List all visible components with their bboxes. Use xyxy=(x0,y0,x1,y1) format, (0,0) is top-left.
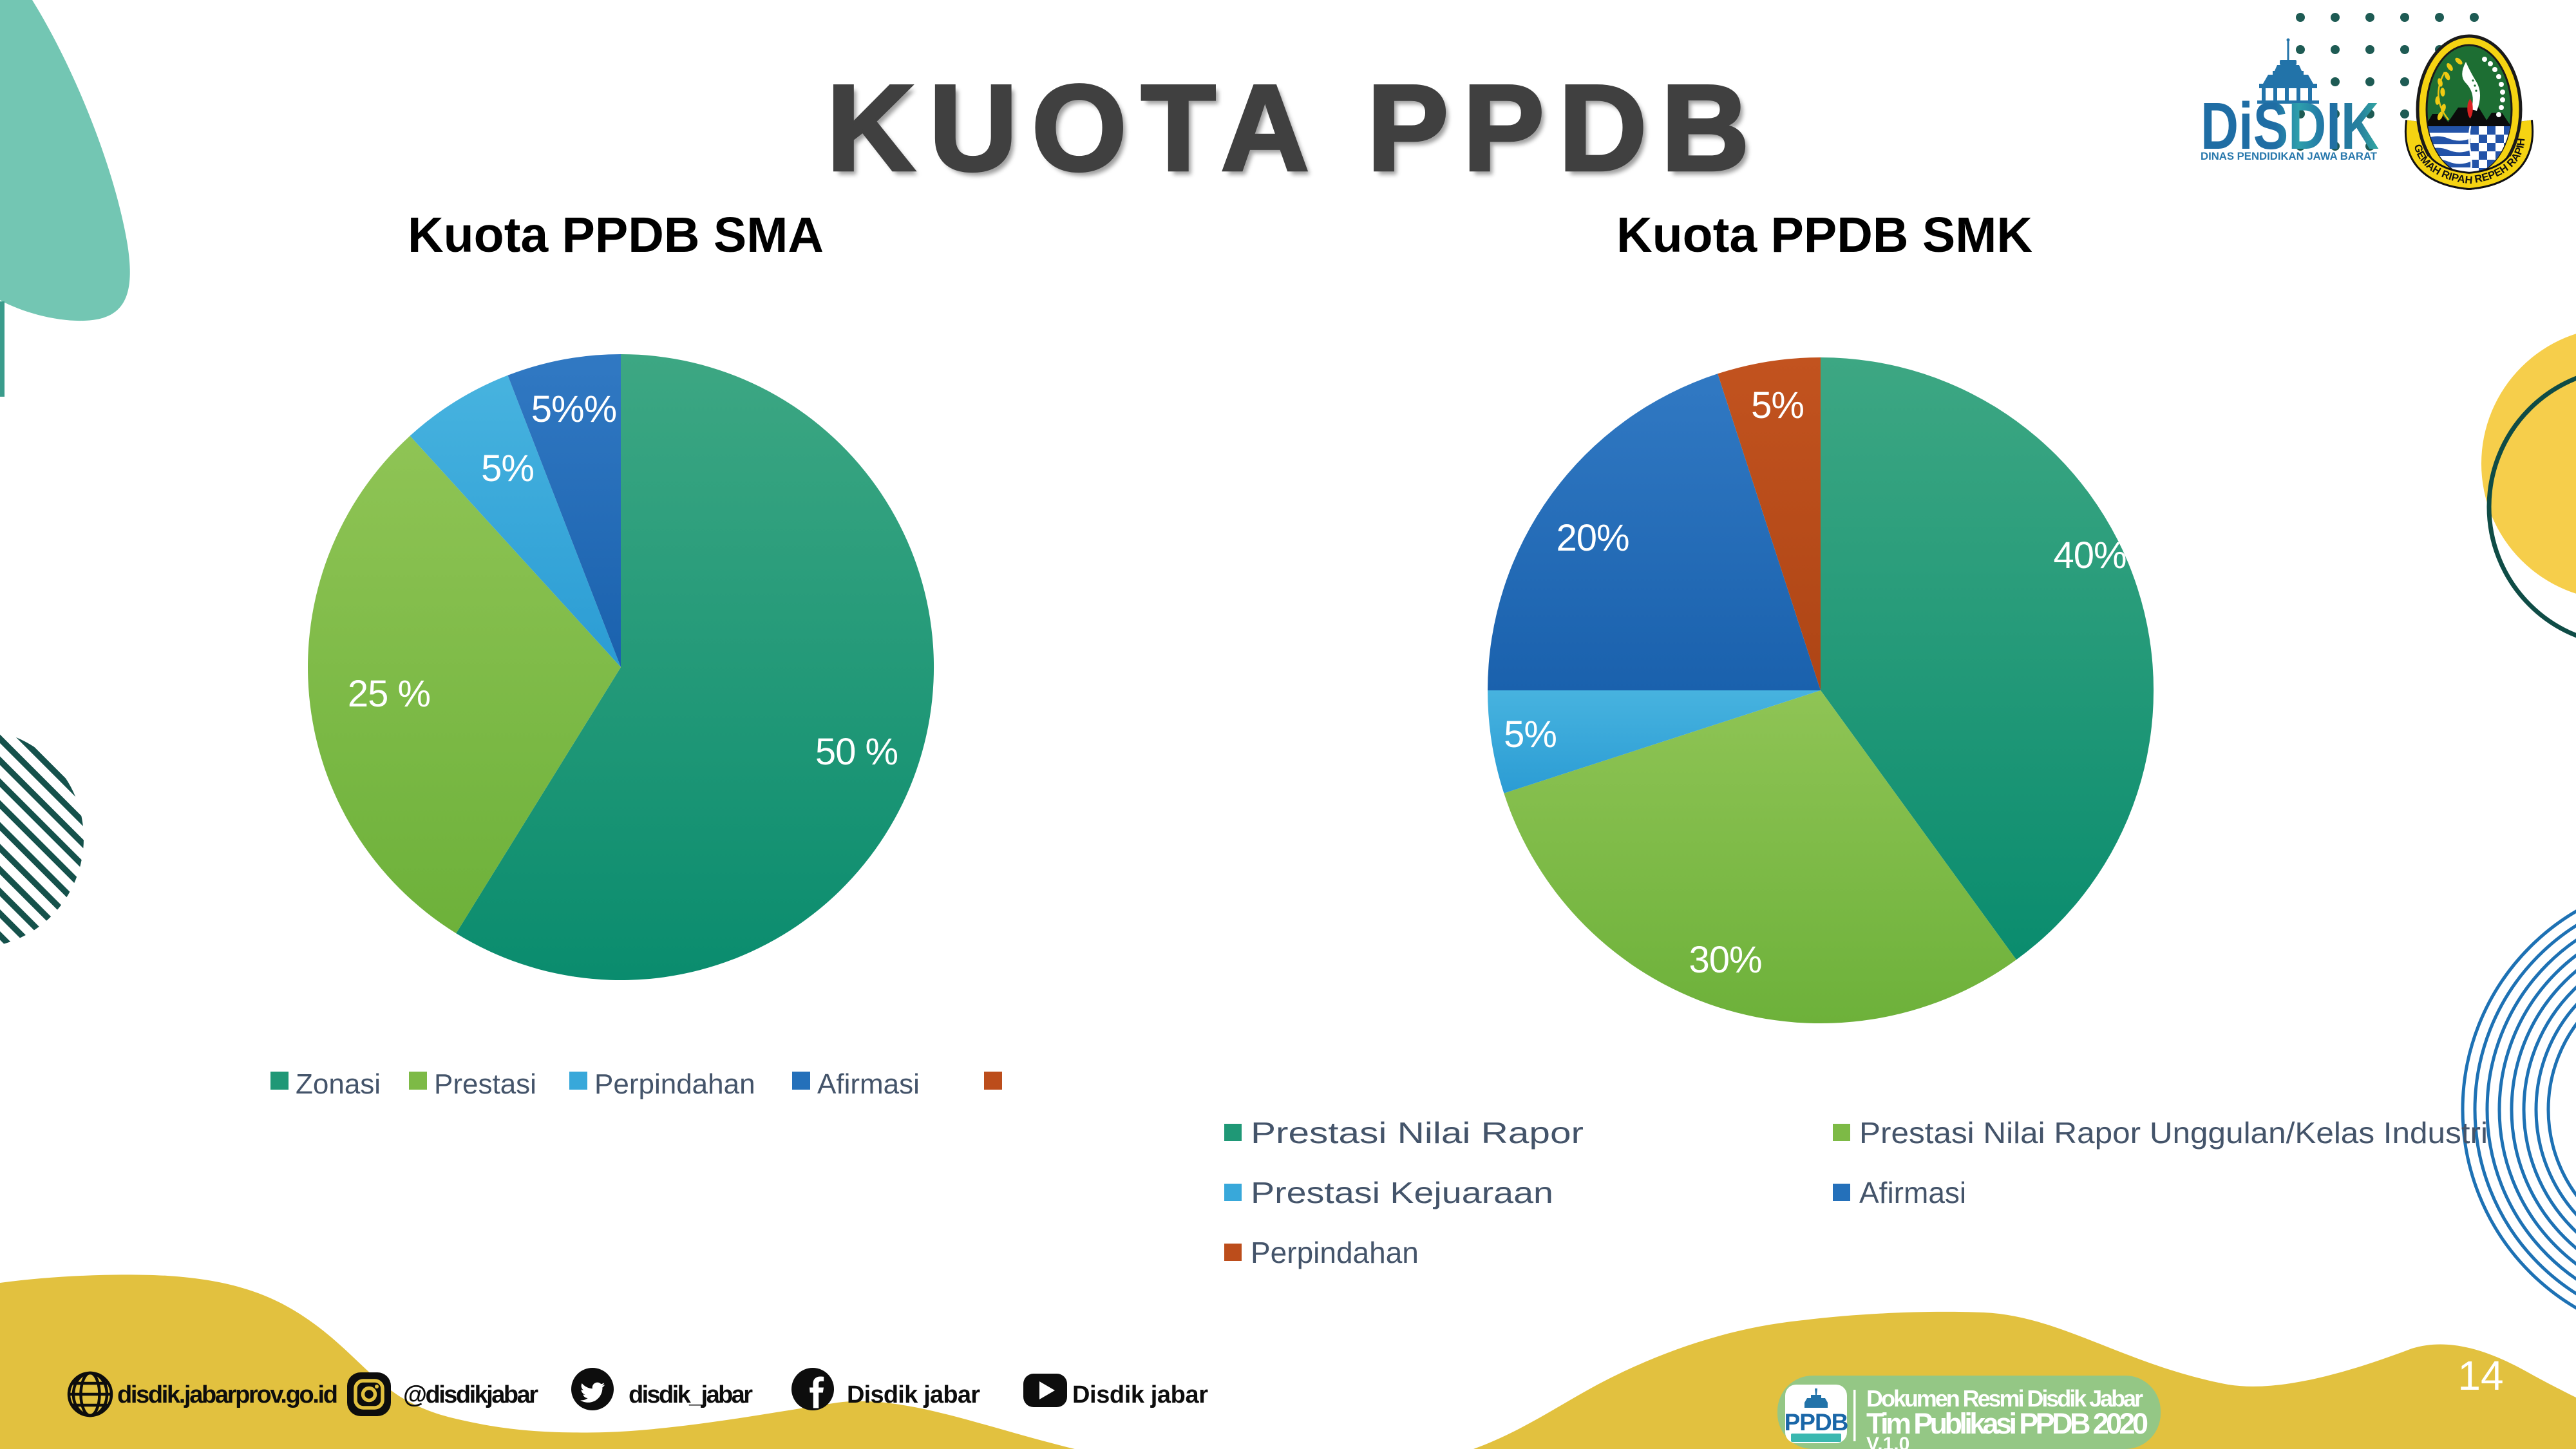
svg-text:Afirmasi: Afirmasi xyxy=(1859,1176,1966,1209)
svg-text:Disdik jabar: Disdik jabar xyxy=(847,1381,980,1408)
svg-text:@disdikjabar: @disdikjabar xyxy=(403,1381,538,1408)
svg-text:14: 14 xyxy=(2458,1352,2503,1399)
svg-text:20%: 20% xyxy=(1556,517,1629,559)
svg-text:Afirmasi: Afirmasi xyxy=(817,1068,920,1100)
svg-text:50 %: 50 % xyxy=(815,731,898,773)
svg-text:V.1.0: V.1.0 xyxy=(1866,1434,1909,1449)
svg-text:Perpindahan: Perpindahan xyxy=(594,1068,755,1100)
svg-text:PPDB: PPDB xyxy=(1785,1409,1848,1435)
svg-text:5%: 5% xyxy=(1504,714,1557,755)
svg-text:25 %: 25 % xyxy=(348,673,430,715)
svg-text:Perpindahan: Perpindahan xyxy=(1251,1236,1419,1269)
svg-text:Zonasi: Zonasi xyxy=(296,1068,381,1100)
svg-text:Tim Publikasi PPDB 2020: Tim Publikasi PPDB 2020 xyxy=(1866,1407,2148,1440)
svg-text:30%: 30% xyxy=(1689,939,1761,981)
svg-text:DiSDIK: DiSDIK xyxy=(2201,89,2379,163)
svg-text:DINAS PENDIDIKAN JAWA BARAT: DINAS PENDIDIKAN JAWA BARAT xyxy=(2201,150,2378,162)
svg-text:Dokumen Resmi Disdik Jabar: Dokumen Resmi Disdik Jabar xyxy=(1866,1385,2143,1412)
svg-text:5%: 5% xyxy=(481,448,534,489)
svg-text:40%: 40% xyxy=(2053,535,2126,576)
svg-text:Prestasi Nilai Rapor: Prestasi Nilai Rapor xyxy=(1251,1116,1584,1150)
svg-text:Prestasi: Prestasi xyxy=(434,1068,536,1100)
svg-text:Prestasi Nilai Rapor Unggulan/: Prestasi Nilai Rapor Unggulan/Kelas Indu… xyxy=(1859,1116,2488,1150)
svg-text:disdik_jabar: disdik_jabar xyxy=(629,1381,753,1408)
svg-text:Disdik jabar: Disdik jabar xyxy=(1072,1381,1208,1408)
svg-text:Prestasi Kejuaraan: Prestasi Kejuaraan xyxy=(1251,1176,1553,1209)
svg-text:5%: 5% xyxy=(1751,384,1804,426)
svg-text:disdik.jabarprov.go.id: disdik.jabarprov.go.id xyxy=(117,1381,338,1408)
svg-text:5%%: 5%% xyxy=(531,388,616,430)
